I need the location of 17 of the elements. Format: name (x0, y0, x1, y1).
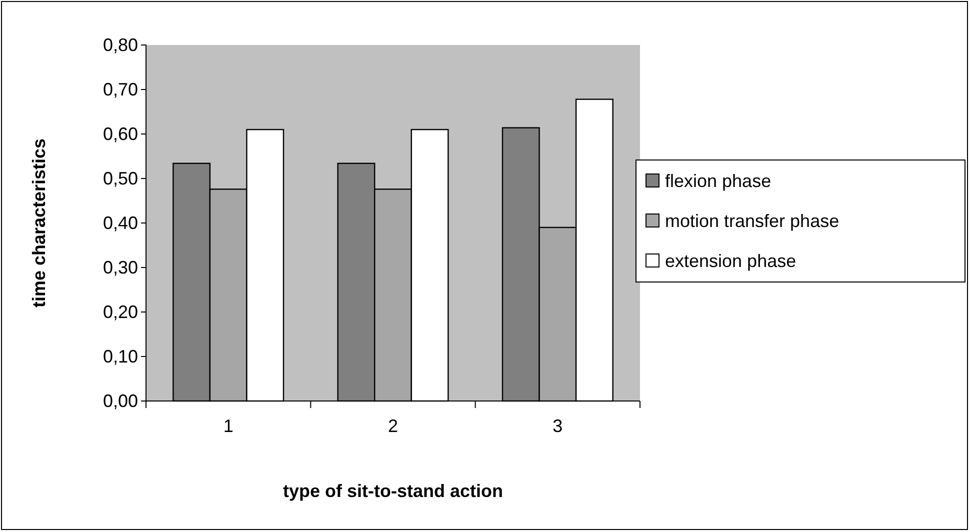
y-tick-label: 0,30 (102, 257, 138, 278)
x-tick-label: 1 (223, 416, 234, 436)
y-tick-label: 0,40 (102, 212, 138, 233)
x-tick-label: 3 (552, 416, 563, 436)
y-tick-label: 0,00 (102, 390, 138, 411)
y-tick-label: 0,20 (102, 302, 138, 322)
y-tick-label: 0,80 (102, 34, 138, 55)
legend-label: extension phase (665, 251, 796, 271)
y-axis-title: time characteristics (29, 138, 49, 308)
y-tick-label: 0,10 (102, 346, 138, 366)
legend-label: motion transfer phase (665, 211, 840, 231)
legend-label: flexion phase (665, 171, 772, 191)
y-tick-label: 0,50 (102, 168, 138, 188)
x-tick-label: 2 (388, 416, 398, 436)
x-axis-title: type of sit-to-stand action (283, 481, 503, 501)
y-tick-label: 0,70 (102, 79, 138, 100)
y-tick-label: 0,60 (102, 124, 138, 144)
